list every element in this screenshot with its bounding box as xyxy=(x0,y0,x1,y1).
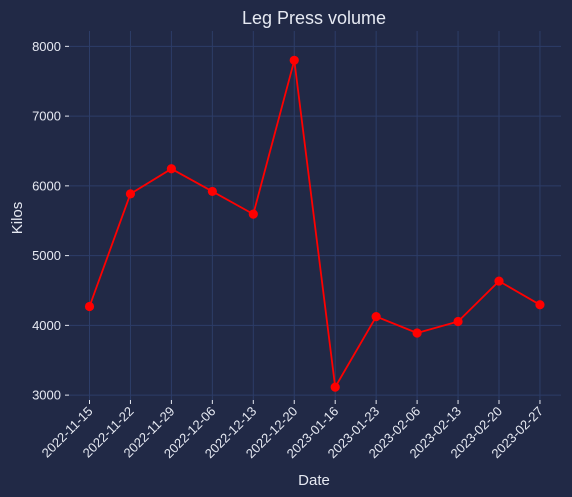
y-axis-label: Kilos xyxy=(9,202,26,235)
y-tick-label: 6000 xyxy=(32,178,61,193)
x-axis-label: Date xyxy=(298,472,330,489)
data-point xyxy=(166,164,176,174)
series-layer xyxy=(84,55,545,392)
y-tick-label: 8000 xyxy=(32,39,61,54)
data-point xyxy=(412,328,422,338)
chart-title: Leg Press volume xyxy=(242,8,386,28)
data-point xyxy=(207,186,217,197)
data-point xyxy=(289,55,299,65)
data-point xyxy=(494,276,504,286)
data-point xyxy=(330,382,340,392)
y-tick-label: 4000 xyxy=(32,318,61,333)
series-line xyxy=(88,59,541,389)
data-point xyxy=(371,312,381,322)
y-tick-label: 3000 xyxy=(32,388,61,403)
data-point xyxy=(248,209,258,219)
data-point xyxy=(453,316,463,327)
y-tick-label: 5000 xyxy=(32,248,61,263)
grid xyxy=(69,31,561,400)
data-point xyxy=(125,189,136,199)
data-point xyxy=(84,301,95,312)
y-tick-label: 7000 xyxy=(32,109,61,124)
data-point xyxy=(535,300,545,310)
